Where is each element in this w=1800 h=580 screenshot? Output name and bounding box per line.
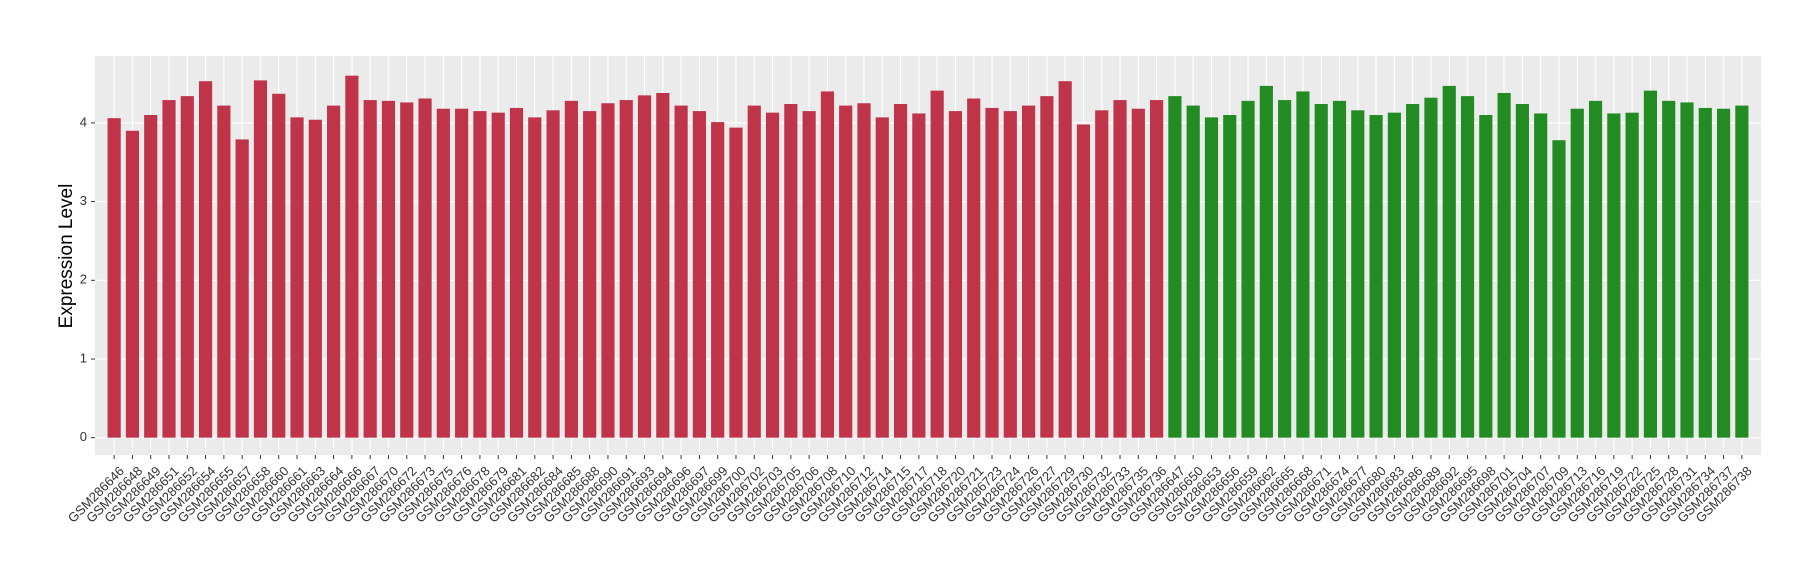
bar xyxy=(1625,112,1639,438)
bar xyxy=(1296,91,1310,438)
bar xyxy=(857,103,871,438)
bar xyxy=(290,117,304,438)
bar xyxy=(1552,140,1566,438)
bar xyxy=(1680,102,1694,438)
bar xyxy=(967,98,981,438)
bar xyxy=(1259,85,1273,438)
bar xyxy=(528,117,542,438)
bar xyxy=(400,102,414,438)
bar xyxy=(930,90,944,438)
bar xyxy=(235,139,249,438)
bar xyxy=(1241,100,1255,438)
bar xyxy=(1735,105,1749,438)
y-tick-label: 3 xyxy=(80,193,87,208)
y-tick-label: 1 xyxy=(80,350,87,365)
bar xyxy=(802,111,816,438)
bar xyxy=(674,105,688,438)
bar xyxy=(199,81,213,438)
y-axis-label: Expression Level xyxy=(56,184,77,329)
bar xyxy=(125,130,140,438)
bar xyxy=(1131,108,1145,438)
bar xyxy=(1662,100,1676,438)
bar xyxy=(1351,110,1365,438)
bar xyxy=(784,104,798,438)
bar xyxy=(1278,100,1292,438)
bar xyxy=(985,107,999,438)
bar xyxy=(308,119,322,438)
bar xyxy=(144,115,158,438)
bar xyxy=(839,105,853,438)
bar xyxy=(509,107,524,438)
bar xyxy=(656,92,670,438)
bar xyxy=(327,105,341,438)
bar xyxy=(1643,90,1657,438)
bar xyxy=(1332,100,1347,438)
bar xyxy=(1607,113,1621,438)
bar xyxy=(1058,81,1072,438)
bar xyxy=(1314,104,1328,438)
bar xyxy=(747,105,761,438)
bar xyxy=(253,80,268,438)
bar xyxy=(711,122,725,438)
bar xyxy=(436,108,450,438)
bar xyxy=(1168,96,1182,438)
bar xyxy=(418,98,432,438)
bar xyxy=(455,108,469,438)
bar xyxy=(217,105,231,438)
bar xyxy=(272,93,286,438)
bar xyxy=(1204,117,1219,438)
bar xyxy=(875,117,889,438)
bar xyxy=(546,110,560,438)
panel xyxy=(95,56,1761,455)
bar xyxy=(107,118,121,438)
bar xyxy=(692,111,706,438)
y-tick-label: 4 xyxy=(80,114,87,129)
bar xyxy=(601,103,615,438)
bar xyxy=(893,104,908,438)
bar xyxy=(1186,105,1200,438)
bar xyxy=(345,75,359,438)
bar xyxy=(948,111,963,438)
bar xyxy=(473,111,487,438)
bar xyxy=(1040,96,1054,438)
bar xyxy=(765,112,780,438)
bar xyxy=(1442,85,1456,438)
bar xyxy=(162,100,176,438)
bar xyxy=(363,100,377,438)
y-tick-label: 2 xyxy=(80,272,87,287)
bar xyxy=(1479,115,1493,438)
bar xyxy=(180,96,194,438)
bar xyxy=(381,100,396,438)
bar xyxy=(1022,105,1036,438)
bar xyxy=(1716,108,1731,438)
bar xyxy=(1076,124,1091,438)
bar xyxy=(1150,100,1164,438)
bar xyxy=(1113,100,1127,438)
bar xyxy=(729,127,743,438)
bar xyxy=(583,111,597,438)
bar xyxy=(1570,108,1584,438)
bar xyxy=(1698,107,1712,438)
bar xyxy=(1588,100,1603,438)
bar xyxy=(1369,115,1383,438)
bar xyxy=(1424,97,1438,438)
bar xyxy=(491,112,505,438)
bar xyxy=(1497,92,1511,438)
bar xyxy=(1515,104,1529,438)
y-tick-label: 0 xyxy=(80,429,87,444)
bar xyxy=(637,95,652,438)
bar xyxy=(1095,110,1109,438)
bar xyxy=(1003,111,1017,438)
bar xyxy=(820,91,834,438)
bar xyxy=(912,113,926,438)
bar xyxy=(1223,115,1237,438)
bar xyxy=(564,100,578,438)
bar xyxy=(1460,96,1475,438)
bar xyxy=(619,100,633,438)
bar xyxy=(1387,112,1401,438)
bar xyxy=(1406,104,1420,438)
bar xyxy=(1534,113,1548,438)
